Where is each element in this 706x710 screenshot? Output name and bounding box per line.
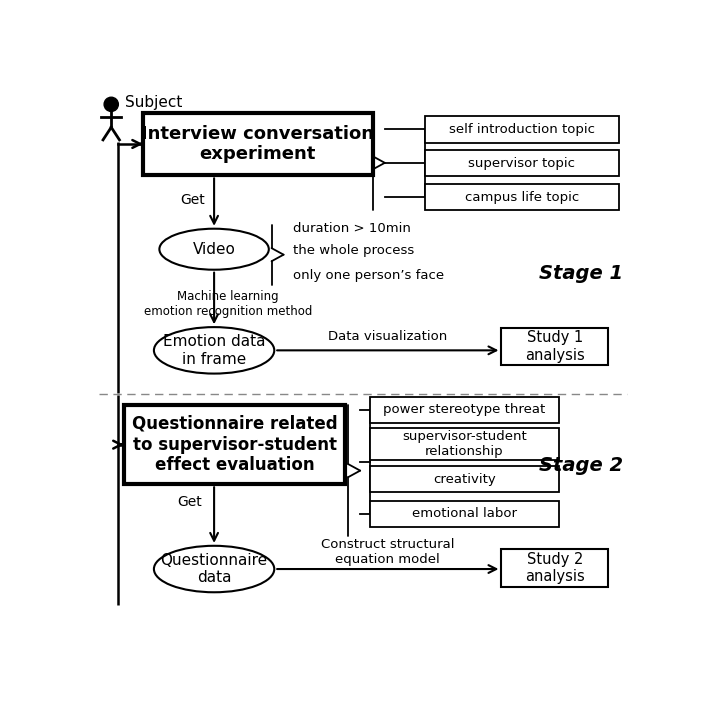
Text: only one person’s face: only one person’s face xyxy=(294,269,445,282)
Text: emotional labor: emotional labor xyxy=(412,508,517,520)
Ellipse shape xyxy=(160,229,269,270)
Text: Emotion data
in frame: Emotion data in frame xyxy=(163,334,265,366)
Text: Subject: Subject xyxy=(125,95,182,110)
Text: Get: Get xyxy=(180,193,205,207)
FancyBboxPatch shape xyxy=(425,184,619,210)
Text: duration > 10min: duration > 10min xyxy=(294,222,412,235)
FancyBboxPatch shape xyxy=(370,466,559,493)
Text: supervisor-student
relationship: supervisor-student relationship xyxy=(402,430,527,458)
FancyBboxPatch shape xyxy=(370,501,559,527)
Text: Questionnaire
data: Questionnaire data xyxy=(160,553,268,585)
Text: creativity: creativity xyxy=(433,473,496,486)
Text: supervisor topic: supervisor topic xyxy=(468,157,575,170)
Text: Interview conversation
experiment: Interview conversation experiment xyxy=(141,124,374,163)
FancyBboxPatch shape xyxy=(124,405,345,484)
Text: the whole process: the whole process xyxy=(294,244,414,257)
Ellipse shape xyxy=(154,327,274,373)
Text: Study 2
analysis: Study 2 analysis xyxy=(525,552,585,584)
Text: Machine learning
emotion recognition method: Machine learning emotion recognition met… xyxy=(143,290,312,318)
FancyBboxPatch shape xyxy=(425,116,619,143)
FancyBboxPatch shape xyxy=(370,428,559,459)
Text: Video: Video xyxy=(193,241,236,257)
FancyBboxPatch shape xyxy=(501,328,608,365)
FancyBboxPatch shape xyxy=(425,151,619,177)
Text: self introduction topic: self introduction topic xyxy=(449,123,595,136)
Text: Study 1
analysis: Study 1 analysis xyxy=(525,330,585,363)
Text: Stage 1: Stage 1 xyxy=(539,264,623,283)
Text: Get: Get xyxy=(177,495,202,509)
Text: campus life topic: campus life topic xyxy=(465,191,579,204)
Text: power stereotype threat: power stereotype threat xyxy=(383,403,546,417)
Circle shape xyxy=(104,97,119,111)
FancyBboxPatch shape xyxy=(501,550,608,586)
FancyBboxPatch shape xyxy=(370,397,559,423)
FancyBboxPatch shape xyxy=(143,113,373,175)
Ellipse shape xyxy=(154,546,274,592)
Text: Data visualization: Data visualization xyxy=(328,330,448,343)
Text: Construct structural
equation model: Construct structural equation model xyxy=(321,537,455,566)
Text: Questionnaire related
to supervisor-student
effect evaluation: Questionnaire related to supervisor-stud… xyxy=(132,415,337,474)
Text: Stage 2: Stage 2 xyxy=(539,456,623,475)
